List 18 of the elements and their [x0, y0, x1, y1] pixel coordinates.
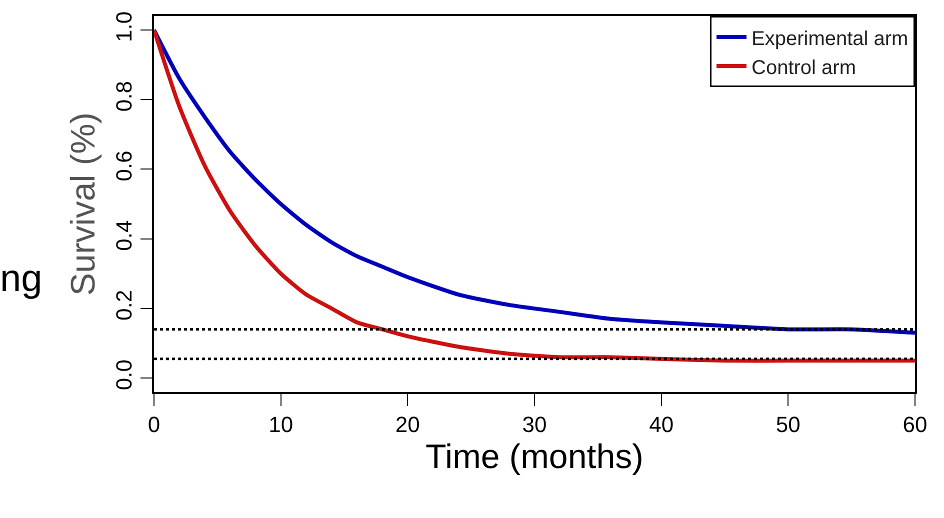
y-axis-title: Survival (%): [64, 112, 103, 296]
x-tick-label: 20: [395, 412, 420, 438]
legend-label: Experimental arm: [752, 28, 908, 50]
x-tick-label: 50: [776, 412, 800, 438]
x-tick-label: 60: [902, 412, 928, 438]
x-tick-label: 40: [649, 412, 674, 438]
y-tick-label: 0.6: [111, 150, 136, 182]
text: ng: [0, 258, 42, 300]
y-tick-label: 0.4: [111, 220, 136, 251]
y-tick-label: 0.8: [111, 80, 136, 112]
x-axis-title: Time (months): [426, 438, 644, 476]
y-tick-label: 0.2: [111, 290, 136, 320]
x-tick-label: 30: [522, 412, 547, 438]
x-tick-label: 0: [148, 412, 160, 438]
y-tick-label: 0.0: [111, 359, 136, 390]
legend-label: Control arm: [752, 56, 856, 79]
y-tick-label: 1.0: [111, 11, 136, 42]
x-tick-label: 10: [268, 412, 294, 438]
